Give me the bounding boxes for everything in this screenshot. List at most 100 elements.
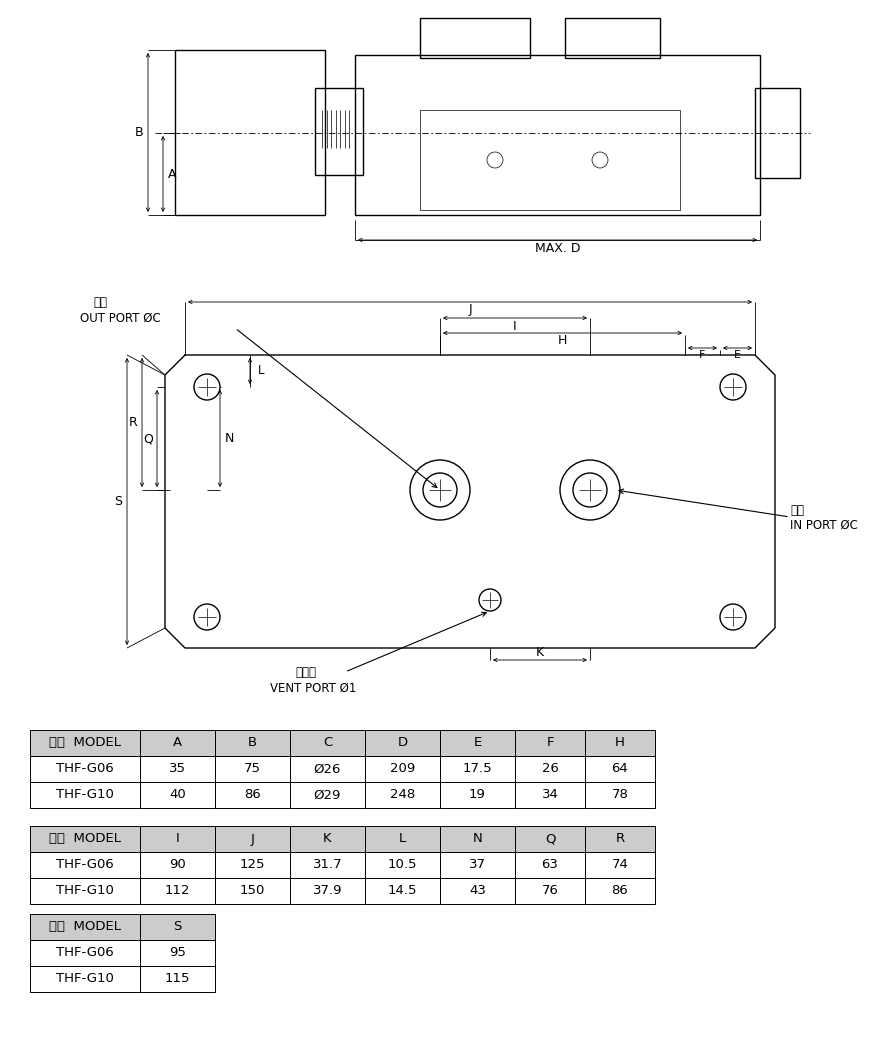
Bar: [585, 782, 655, 808]
Bar: [515, 878, 585, 904]
Text: R: R: [129, 416, 138, 429]
Bar: [140, 966, 215, 992]
Bar: [420, 110, 680, 210]
Text: C: C: [323, 737, 332, 749]
Bar: [30, 914, 140, 940]
Text: THF-G10: THF-G10: [56, 885, 114, 897]
Bar: [30, 966, 140, 992]
Bar: [140, 826, 215, 852]
Bar: [290, 756, 365, 782]
Bar: [585, 852, 655, 878]
Bar: [215, 826, 290, 852]
Text: J: J: [468, 304, 472, 316]
Text: 19: 19: [469, 788, 486, 802]
Text: 26: 26: [541, 763, 558, 776]
Text: H: H: [615, 737, 625, 749]
Text: N: N: [473, 832, 483, 846]
Text: THF-G10: THF-G10: [56, 788, 114, 802]
Text: Ø26: Ø26: [314, 763, 341, 776]
Text: 31.7: 31.7: [313, 858, 343, 872]
Text: 76: 76: [541, 885, 558, 897]
Text: 115: 115: [165, 973, 190, 985]
Bar: [290, 782, 365, 808]
Text: 14.5: 14.5: [388, 885, 417, 897]
Bar: [365, 826, 440, 852]
Text: 35: 35: [169, 763, 186, 776]
Text: THF-G06: THF-G06: [56, 763, 114, 776]
Bar: [215, 730, 290, 756]
Bar: [355, 54, 760, 215]
Bar: [140, 852, 215, 878]
Text: E: E: [473, 737, 482, 749]
Text: 75: 75: [244, 763, 261, 776]
Text: J: J: [251, 832, 254, 846]
Text: S: S: [173, 920, 181, 934]
Text: S: S: [114, 495, 122, 508]
Text: 出口: 出口: [93, 296, 107, 308]
Text: F: F: [699, 350, 706, 361]
Text: A: A: [173, 737, 182, 749]
Text: 86: 86: [611, 885, 628, 897]
Bar: [440, 756, 515, 782]
Text: 入口: 入口: [790, 503, 804, 517]
Text: THF-G06: THF-G06: [56, 858, 114, 872]
Bar: [565, 18, 660, 58]
Text: 10.5: 10.5: [388, 858, 417, 872]
Text: 90: 90: [169, 858, 186, 872]
Bar: [215, 878, 290, 904]
Bar: [440, 878, 515, 904]
Bar: [290, 826, 365, 852]
Text: THF-G10: THF-G10: [56, 973, 114, 985]
Text: B: B: [248, 737, 257, 749]
Bar: [140, 782, 215, 808]
Bar: [30, 940, 140, 966]
Text: 型式  MODEL: 型式 MODEL: [49, 832, 121, 846]
Text: K: K: [536, 646, 544, 658]
Text: 34: 34: [541, 788, 558, 802]
Text: I: I: [513, 320, 517, 332]
Bar: [440, 730, 515, 756]
Bar: [315, 88, 363, 175]
Bar: [140, 914, 215, 940]
Text: B: B: [135, 126, 144, 139]
Bar: [215, 782, 290, 808]
Text: 112: 112: [165, 885, 190, 897]
Bar: [290, 852, 365, 878]
Text: 248: 248: [390, 788, 415, 802]
Bar: [365, 878, 440, 904]
Bar: [175, 50, 325, 215]
Text: 150: 150: [240, 885, 265, 897]
Text: E: E: [734, 350, 741, 361]
Bar: [515, 756, 585, 782]
Bar: [365, 852, 440, 878]
Bar: [30, 782, 140, 808]
Text: 74: 74: [611, 858, 628, 872]
Bar: [515, 782, 585, 808]
Text: THF-G06: THF-G06: [56, 946, 114, 960]
Text: 78: 78: [611, 788, 628, 802]
Bar: [215, 756, 290, 782]
Text: H: H: [558, 334, 567, 348]
Text: L: L: [399, 832, 406, 846]
Bar: [30, 730, 140, 756]
Text: 型式  MODEL: 型式 MODEL: [49, 737, 121, 749]
Text: F: F: [547, 737, 554, 749]
Bar: [30, 852, 140, 878]
Text: N: N: [224, 432, 234, 445]
Bar: [215, 852, 290, 878]
Text: 95: 95: [169, 946, 186, 960]
Text: 37.9: 37.9: [313, 885, 343, 897]
Text: D: D: [398, 737, 407, 749]
Text: K: K: [323, 832, 332, 846]
Text: Ø29: Ø29: [314, 788, 341, 802]
Bar: [140, 940, 215, 966]
Text: R: R: [616, 832, 625, 846]
Text: Q: Q: [143, 432, 153, 445]
Bar: [140, 730, 215, 756]
Text: Q: Q: [545, 832, 555, 846]
Text: 17.5: 17.5: [463, 763, 492, 776]
Text: 209: 209: [390, 763, 415, 776]
Bar: [440, 782, 515, 808]
Bar: [515, 852, 585, 878]
Text: 125: 125: [240, 858, 265, 872]
